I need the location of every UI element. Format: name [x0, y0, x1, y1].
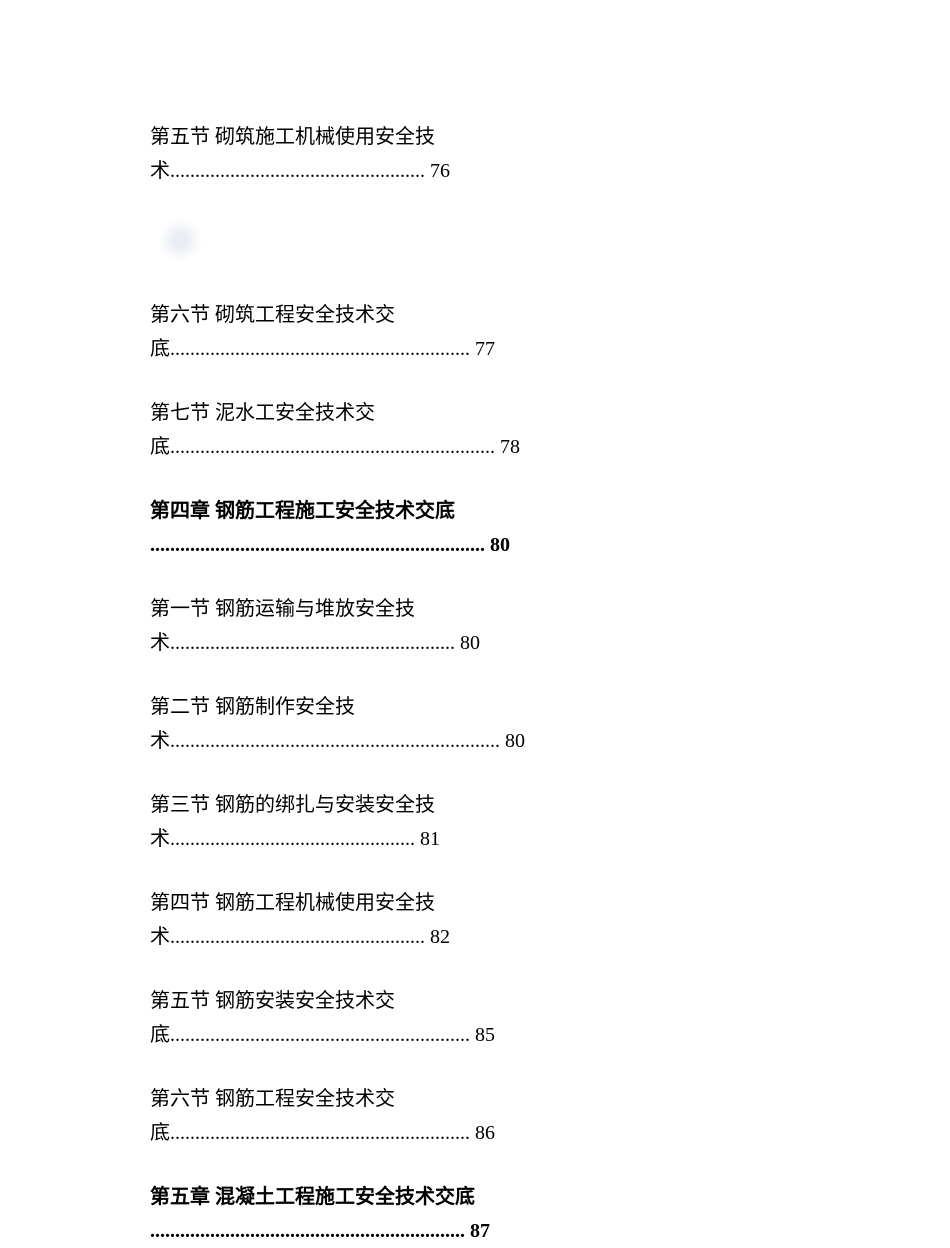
toc-entry-chapter-5: 第五章 混凝土工程施工安全技术交底.......................…	[150, 1180, 800, 1248]
toc-entry-section-4-2: 第二节 钢筋制作安全技术............................…	[150, 690, 800, 758]
toc-entry-leader: 底.......................................…	[150, 1116, 800, 1150]
toc-entry-leader: 术.......................................…	[150, 154, 800, 188]
toc-entry-section-5-6: 第六节 砌筑工程安全技术交底..........................…	[150, 298, 800, 366]
toc-entry-section-4-4: 第四节 钢筋工程机械使用安全技术........................…	[150, 886, 800, 954]
toc-entry-leader: 底.......................................…	[150, 1018, 800, 1052]
toc-entry-section-5-5: 第五节 砌筑施工机械使用安全技术........................…	[150, 120, 800, 188]
toc-entry-leader: 底.......................................…	[150, 332, 800, 366]
toc-entry-section-4-1: 第一节 钢筋运输与堆放安全技术.........................…	[150, 592, 800, 660]
toc-entry-title: 第六节 砌筑工程安全技术交	[150, 298, 800, 332]
toc-entry-leader: 术.......................................…	[150, 920, 800, 954]
toc-entry-chapter-4: 第四章 钢筋工程施工安全技术交底........................…	[150, 494, 800, 562]
toc-entry-title: 第四节 钢筋工程机械使用安全技	[150, 886, 800, 920]
toc-entry-title: 第五节 砌筑施工机械使用安全技	[150, 120, 800, 154]
toc-entry-section-4-5: 第五节 钢筋安装安全技术交底..........................…	[150, 984, 800, 1052]
toc-entry-leader: 术.......................................…	[150, 626, 800, 660]
toc-entry-title: 第五章 混凝土工程施工安全技术交底	[150, 1180, 800, 1214]
watermark-icon	[158, 218, 203, 263]
toc-entry-leader: ........................................…	[150, 1214, 800, 1248]
toc-entry-leader: 底.......................................…	[150, 430, 800, 464]
toc-container: 第五节 砌筑施工机械使用安全技术........................…	[150, 120, 800, 1248]
toc-entry-title: 第七节 泥水工安全技术交	[150, 396, 800, 430]
toc-entry-leader: 术.......................................…	[150, 822, 800, 856]
toc-entry-title: 第一节 钢筋运输与堆放安全技	[150, 592, 800, 626]
toc-entry-title: 第四章 钢筋工程施工安全技术交底	[150, 494, 800, 528]
toc-entry-section-5-7: 第七节 泥水工安全技术交底...........................…	[150, 396, 800, 464]
toc-entry-title: 第三节 钢筋的绑扎与安装安全技	[150, 788, 800, 822]
toc-entry-section-4-6: 第六节 钢筋工程安全技术交底..........................…	[150, 1082, 800, 1150]
toc-entry-title: 第五节 钢筋安装安全技术交	[150, 984, 800, 1018]
toc-entry-title: 第六节 钢筋工程安全技术交	[150, 1082, 800, 1116]
toc-entry-leader: 术.......................................…	[150, 724, 800, 758]
toc-entry-leader: ........................................…	[150, 528, 800, 562]
toc-entry-section-4-3: 第三节 钢筋的绑扎与安装安全技术........................…	[150, 788, 800, 856]
toc-entry-title: 第二节 钢筋制作安全技	[150, 690, 800, 724]
